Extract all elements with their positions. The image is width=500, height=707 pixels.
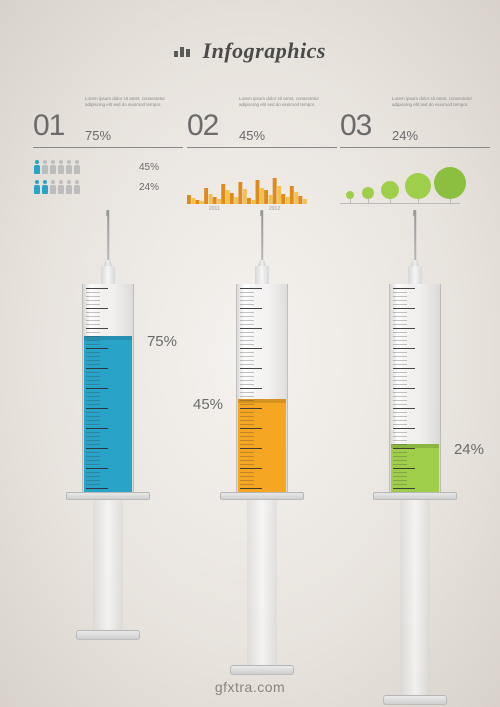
hub [255,266,269,284]
person-icon [73,160,80,174]
mini-bar-chart: 20112012 [187,164,307,204]
bubble [405,173,431,199]
step-number: 03 [340,109,371,143]
people-label: 45% [139,162,159,173]
bubble [434,167,466,199]
caption-percent: 75% [85,128,111,143]
caption: 03 Lorem ipsum dolor sit amet, consectetu… [340,90,490,148]
flange [66,492,150,500]
graduation-marks [393,288,415,490]
syringe: 45% [187,216,337,656]
people-row: 24% [33,180,183,196]
caption-percent: 45% [239,128,265,143]
header: Infographics [0,0,500,64]
plunger-thumb [76,630,140,640]
people-label: 24% [139,182,159,193]
needle [414,216,416,266]
info-block [340,156,490,210]
people-row: 45% [33,160,183,176]
syringe-percent: 24% [454,441,484,458]
bubble [362,187,374,199]
needle [107,216,109,266]
column-02: 02 Lorem ipsum dolor sit amet, consectetu… [187,90,337,656]
mini-bubble-chart [340,164,460,204]
syringe-percent: 45% [193,396,223,413]
column-03: 03 Lorem ipsum dolor sit amet, consectetu… [340,90,490,656]
person-icon [33,180,40,194]
page-title: Infographics [203,38,326,64]
person-icon [57,160,64,174]
person-icon [65,180,72,194]
column-01: 01 Lorem ipsum dolor sit amet, consectetu… [33,90,183,656]
person-icon [65,160,72,174]
person-icon [57,180,64,194]
barrel [82,284,134,494]
barrel [389,284,441,494]
person-icon [41,160,48,174]
person-icon [33,160,40,174]
infographic-row: 01 Lorem ipsum dolor sit amet, consectetu… [0,90,500,650]
barrel [236,284,288,494]
axis-label: 2011 [209,206,220,212]
hub [101,266,115,284]
plunger-thumb [383,695,447,705]
plunger-rod [400,500,430,695]
caption-text: Lorem ipsum dolor sit amet, consectetur … [239,96,327,108]
caption: 01 Lorem ipsum dolor sit amet, consectetu… [33,90,183,148]
bar-chart-icon [174,41,192,62]
step-number: 02 [187,109,218,143]
info-block: 2011 2012 [187,156,337,210]
plunger-rod [93,500,123,630]
needle [261,216,263,266]
hub [408,266,422,284]
syringe-percent: 75% [147,333,177,350]
caption: 02 Lorem ipsum dolor sit amet, consectetu… [187,90,337,148]
graduation-marks [86,288,108,490]
person-icon [41,180,48,194]
plunger-thumb [230,665,294,675]
flange [220,492,304,500]
person-icon [49,160,56,174]
caption-text: Lorem ipsum dolor sit amet, consectetur … [85,96,173,108]
syringe: 75% [33,216,183,656]
flange [373,492,457,500]
step-number: 01 [33,109,64,143]
axis-label: 2012 [269,206,280,212]
person-icon [73,180,80,194]
caption-percent: 24% [392,128,418,143]
info-block: 45% 24% [33,156,183,210]
person-icon [49,180,56,194]
graduation-marks [240,288,262,490]
plunger-rod [247,500,277,665]
bubble [381,181,399,199]
syringe: 24% [340,216,490,656]
caption-text: Lorem ipsum dolor sit amet, consectetur … [392,96,480,108]
bubble [346,191,354,199]
watermark: gfxtra.com [215,679,285,695]
